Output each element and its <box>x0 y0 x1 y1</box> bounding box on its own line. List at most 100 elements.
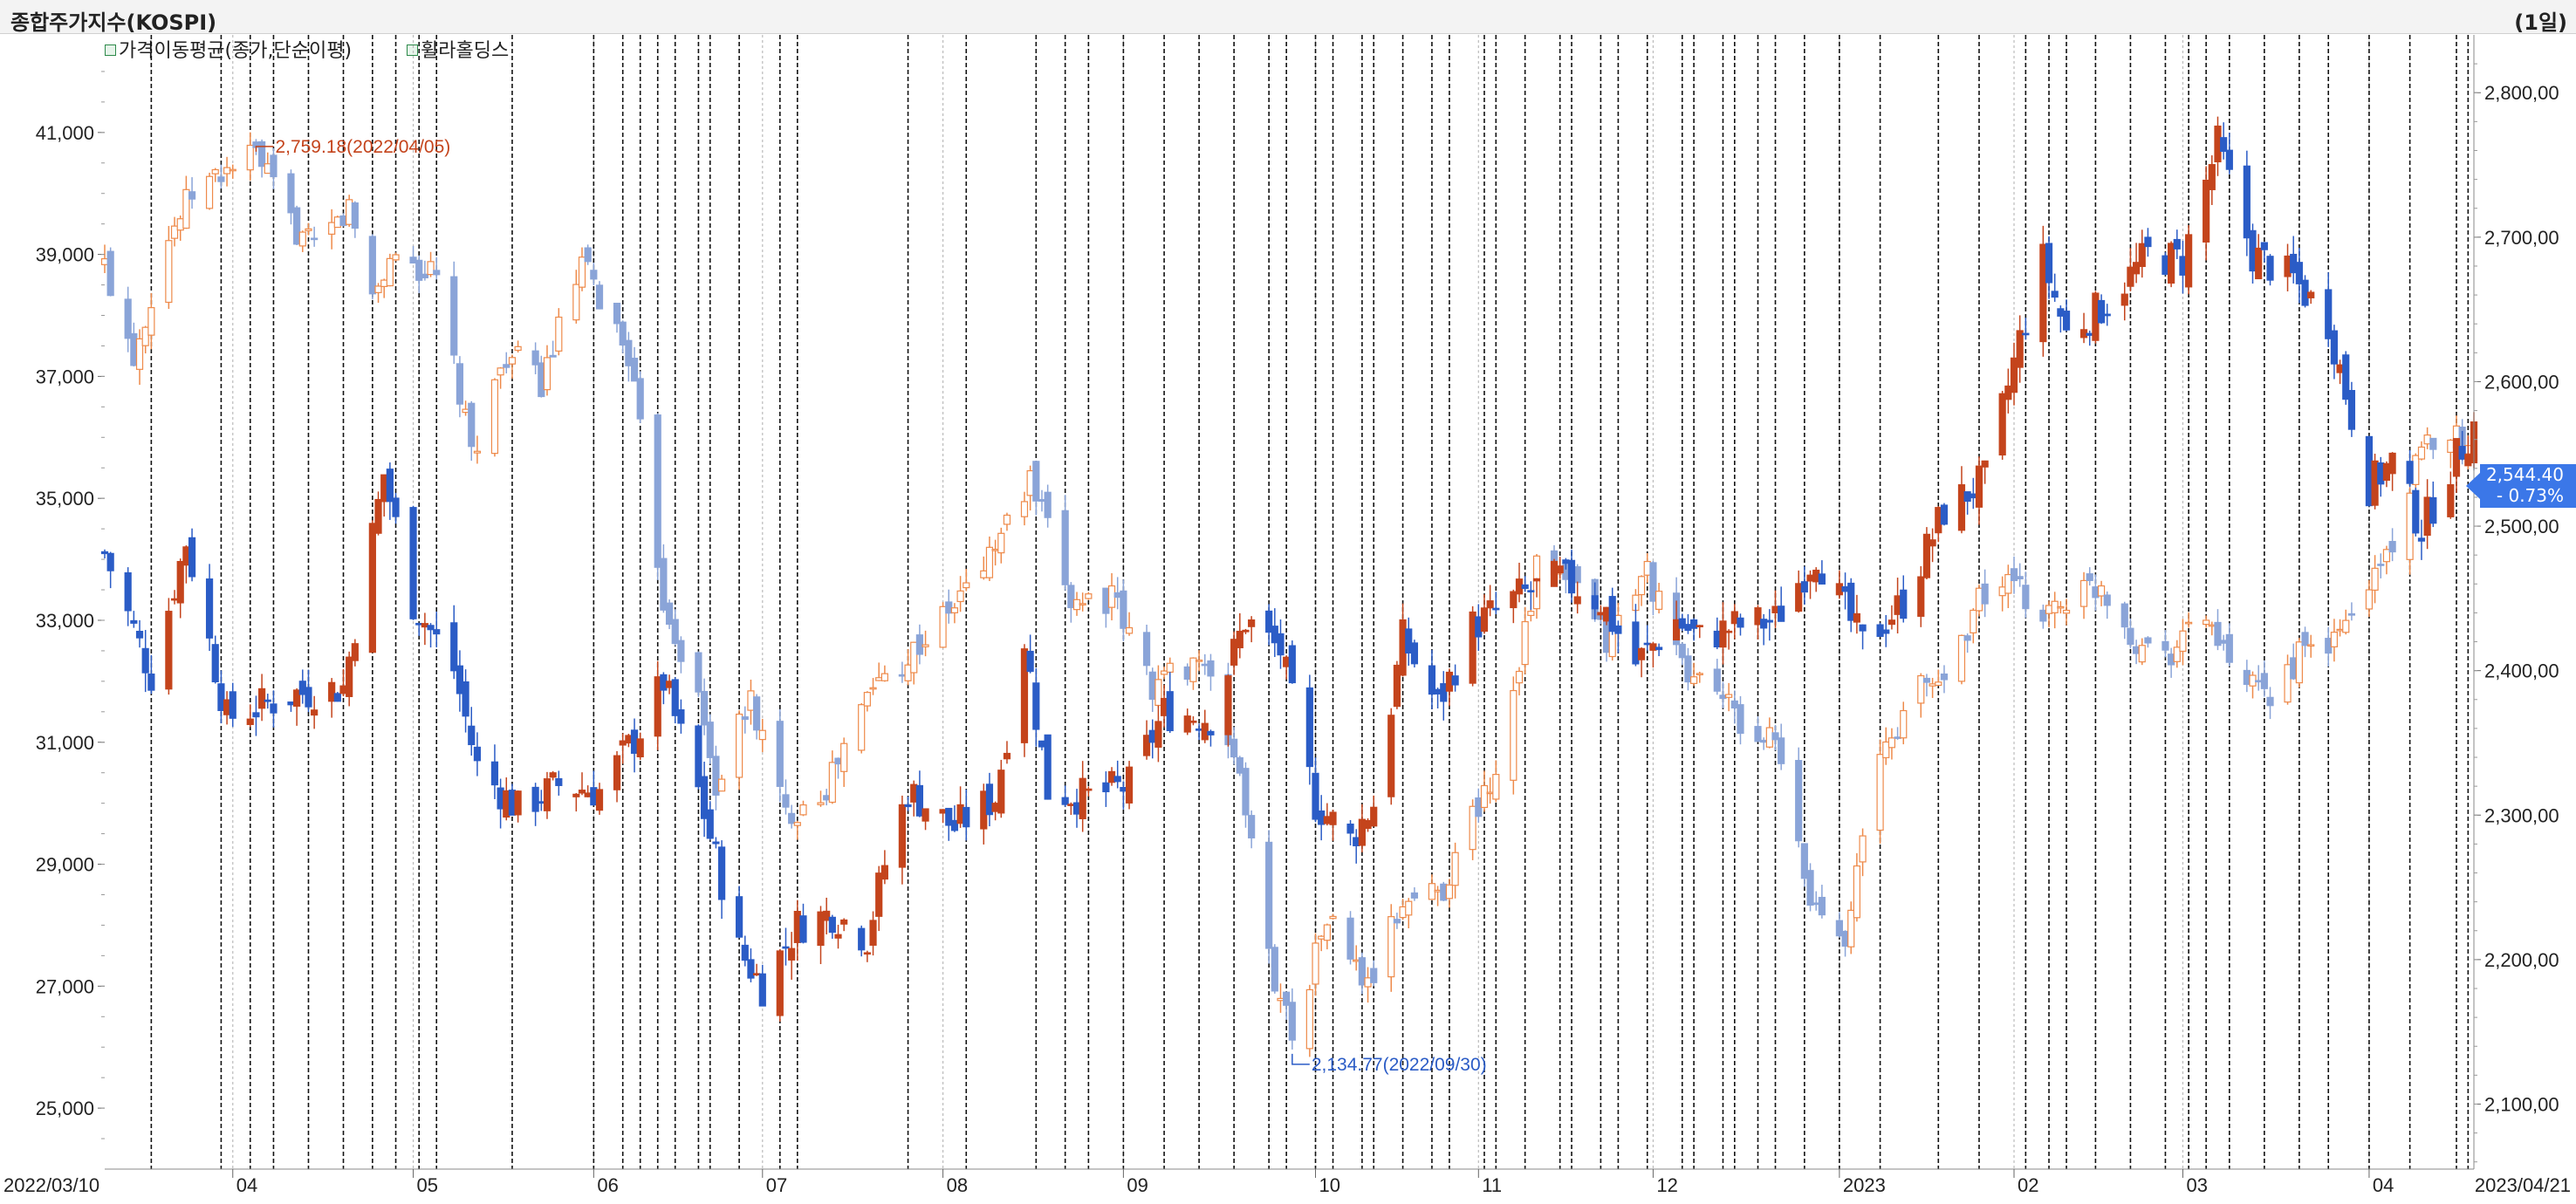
candle-body <box>2290 253 2298 274</box>
candle-body <box>1940 673 1949 681</box>
candle-body <box>1643 560 1651 576</box>
candle-body <box>817 911 825 947</box>
candle-body <box>1434 688 1442 694</box>
candle-body <box>1806 574 1814 582</box>
candle-body <box>665 602 674 626</box>
candle-body <box>170 598 179 601</box>
candle-body <box>828 762 836 804</box>
candle-body <box>2365 435 2374 507</box>
candle-body <box>1224 675 1232 735</box>
candle-body <box>1166 691 1174 732</box>
candle-body <box>2417 537 2426 542</box>
candle-body <box>980 570 988 578</box>
candle-body <box>392 497 400 517</box>
candle-body <box>1020 501 1029 517</box>
candle-body <box>1754 607 1762 626</box>
candle-body <box>1003 752 1011 760</box>
legend-item-moving-average[interactable]: 가격이동평균(종가,단순이평) <box>105 35 352 63</box>
candle-body <box>1067 585 1075 609</box>
candle-body <box>1841 585 1849 592</box>
candle-body <box>1632 621 1640 665</box>
candle-body <box>1887 737 1896 749</box>
candle-body <box>2045 605 2053 614</box>
candle-body <box>910 783 918 803</box>
candle-body <box>176 560 184 604</box>
candle-body <box>898 674 906 677</box>
candle-body <box>1242 768 1250 816</box>
candle-body <box>2336 364 2344 373</box>
candle-body <box>450 276 458 356</box>
candle-body <box>211 644 219 683</box>
candle-body <box>2103 313 2111 317</box>
candle-body <box>939 809 947 814</box>
candle-body <box>311 237 319 241</box>
left-tick-label: 25,000 <box>36 1098 94 1119</box>
candle-body <box>956 804 964 824</box>
candle-body <box>2097 585 2106 597</box>
candle-body <box>840 919 848 925</box>
candle-body <box>1154 679 1162 707</box>
chart-axes: 2022/03/10 04 05 06 07 08 09 10 11 12 2023 02 03 04 20… <box>3 35 2571 1196</box>
legend-checkbox-icon[interactable] <box>407 44 418 56</box>
candle-body <box>1957 634 1966 682</box>
candle-body <box>2162 255 2169 275</box>
candle-body <box>747 959 755 979</box>
candle-body <box>2004 385 2012 400</box>
candle-body <box>1440 883 1448 901</box>
candle-body <box>1492 607 1500 611</box>
candle-body <box>293 207 301 245</box>
x-tick-label: 07 <box>766 1174 787 1196</box>
candle-body <box>368 523 376 653</box>
candle-body <box>503 790 510 818</box>
candle-body <box>2057 308 2065 317</box>
candle-body <box>1597 612 1605 616</box>
chart-period[interactable]: (1일) <box>2514 10 2567 35</box>
candle-body <box>223 167 231 174</box>
candle-body <box>1288 1002 1296 1041</box>
candle-body <box>1917 576 1925 617</box>
candle-body <box>578 790 586 794</box>
candle-body <box>1929 683 1936 687</box>
candle-body <box>1778 737 1785 764</box>
legend-label: 휠라홀딩스 <box>421 40 510 62</box>
candle-body <box>264 163 271 174</box>
candle-body <box>834 934 842 939</box>
candle-body <box>1312 772 1319 820</box>
legend-item-fila-holdings[interactable]: 휠라홀딩스 <box>407 35 509 63</box>
candle-body <box>468 725 476 746</box>
candle-body <box>991 548 999 551</box>
candle-body <box>1353 837 1360 846</box>
candle-body <box>1183 715 1191 733</box>
candle-body <box>2120 293 2128 306</box>
candle-body <box>654 414 661 568</box>
candle-body <box>1107 770 1116 783</box>
legend-checkbox-icon[interactable] <box>105 44 116 56</box>
candle-body <box>182 546 190 566</box>
candle-body <box>205 175 214 209</box>
right-tick-label: 2,400,00 <box>2484 660 2559 682</box>
candle-body <box>1684 624 1692 632</box>
candle-body <box>1248 815 1256 838</box>
candle-body <box>921 808 929 822</box>
candle-body <box>1818 573 1826 585</box>
candle-body <box>2330 330 2339 365</box>
x-tick-label: 04 <box>236 1174 257 1196</box>
candle-body <box>538 801 545 804</box>
candle-body <box>2022 585 2030 610</box>
candle-body <box>875 677 883 681</box>
candle-body <box>1242 629 1250 633</box>
candle-body <box>799 804 807 816</box>
candle-body <box>1323 816 1331 824</box>
candle-body <box>2295 641 2303 684</box>
candle-body <box>939 605 947 648</box>
candle-body <box>595 284 604 310</box>
candle-body <box>508 357 517 365</box>
candle-body <box>1061 797 1069 805</box>
candle-body <box>1614 625 1622 634</box>
candle-body <box>1521 584 1529 590</box>
candle-body <box>793 822 801 826</box>
candle-body <box>1032 461 1040 502</box>
candle-body <box>188 537 196 578</box>
candle-body <box>2365 589 2374 610</box>
